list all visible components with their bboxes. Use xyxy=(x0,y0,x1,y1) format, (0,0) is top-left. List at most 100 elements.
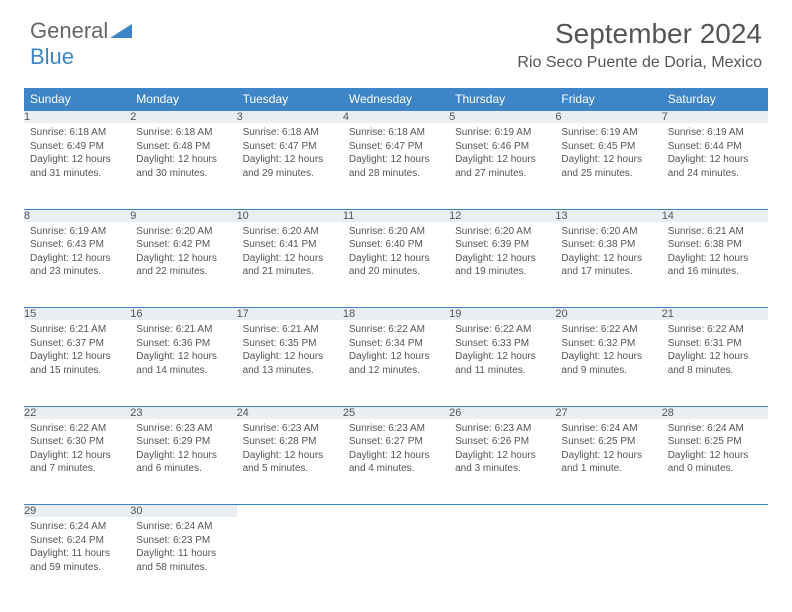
sunset-line: Sunset: 6:47 PM xyxy=(349,140,443,154)
day-number: 30 xyxy=(130,505,236,518)
title-block: September 2024 Rio Seco Puente de Doria,… xyxy=(517,18,762,72)
daynum-row: 22232425262728 xyxy=(24,406,768,419)
day-number: 9 xyxy=(130,209,236,222)
day-number: 29 xyxy=(24,505,130,518)
day-details: Sunrise: 6:24 AMSunset: 6:24 PMDaylight:… xyxy=(24,517,130,580)
sunset-line: Sunset: 6:40 PM xyxy=(349,238,443,252)
empty-cell xyxy=(237,505,343,518)
weekday-header: Thursday xyxy=(449,88,555,111)
sunset-line: Sunset: 6:33 PM xyxy=(455,337,549,351)
sunset-line: Sunset: 6:24 PM xyxy=(30,534,124,548)
sunrise-line: Sunrise: 6:21 AM xyxy=(668,225,762,239)
sunset-line: Sunset: 6:38 PM xyxy=(668,238,762,252)
sunrise-line: Sunrise: 6:20 AM xyxy=(136,225,230,239)
daylight-line: Daylight: 12 hours and 1 minute. xyxy=(561,449,655,476)
daylight-line: Daylight: 12 hours and 12 minutes. xyxy=(349,350,443,377)
day-details: Sunrise: 6:18 AMSunset: 6:48 PMDaylight:… xyxy=(130,123,236,186)
day-cell: Sunrise: 6:23 AMSunset: 6:27 PMDaylight:… xyxy=(343,419,449,505)
day-cell: Sunrise: 6:18 AMSunset: 6:47 PMDaylight:… xyxy=(237,123,343,209)
daylight-line: Daylight: 12 hours and 29 minutes. xyxy=(243,153,337,180)
day-details: Sunrise: 6:20 AMSunset: 6:41 PMDaylight:… xyxy=(237,222,343,285)
sunset-line: Sunset: 6:27 PM xyxy=(349,435,443,449)
page-title: September 2024 xyxy=(517,18,762,50)
sunset-line: Sunset: 6:36 PM xyxy=(136,337,230,351)
day-cell: Sunrise: 6:24 AMSunset: 6:23 PMDaylight:… xyxy=(130,517,236,603)
sunrise-line: Sunrise: 6:24 AM xyxy=(668,422,762,436)
daylight-line: Daylight: 12 hours and 8 minutes. xyxy=(668,350,762,377)
empty-cell xyxy=(449,505,555,518)
location-label: Rio Seco Puente de Doria, Mexico xyxy=(517,54,762,72)
empty-cell xyxy=(237,517,343,603)
sunrise-line: Sunrise: 6:21 AM xyxy=(243,323,337,337)
daynum-row: 2930 xyxy=(24,505,768,518)
day-details: Sunrise: 6:18 AMSunset: 6:47 PMDaylight:… xyxy=(343,123,449,186)
empty-cell xyxy=(662,505,768,518)
day-cell: Sunrise: 6:21 AMSunset: 6:36 PMDaylight:… xyxy=(130,320,236,406)
day-details: Sunrise: 6:19 AMSunset: 6:43 PMDaylight:… xyxy=(24,222,130,285)
day-details: Sunrise: 6:18 AMSunset: 6:47 PMDaylight:… xyxy=(237,123,343,186)
daynum-row: 1234567 xyxy=(24,111,768,124)
day-cell: Sunrise: 6:19 AMSunset: 6:43 PMDaylight:… xyxy=(24,222,130,308)
daylight-line: Daylight: 12 hours and 20 minutes. xyxy=(349,252,443,279)
day-cell: Sunrise: 6:19 AMSunset: 6:44 PMDaylight:… xyxy=(662,123,768,209)
daylight-line: Daylight: 12 hours and 9 minutes. xyxy=(561,350,655,377)
day-cell: Sunrise: 6:20 AMSunset: 6:40 PMDaylight:… xyxy=(343,222,449,308)
day-number: 19 xyxy=(449,308,555,321)
sunset-line: Sunset: 6:38 PM xyxy=(561,238,655,252)
day-cell: Sunrise: 6:20 AMSunset: 6:41 PMDaylight:… xyxy=(237,222,343,308)
sunrise-line: Sunrise: 6:18 AM xyxy=(243,126,337,140)
day-cell: Sunrise: 6:22 AMSunset: 6:33 PMDaylight:… xyxy=(449,320,555,406)
sunset-line: Sunset: 6:34 PM xyxy=(349,337,443,351)
day-number: 25 xyxy=(343,406,449,419)
daylight-line: Daylight: 12 hours and 24 minutes. xyxy=(668,153,762,180)
day-details: Sunrise: 6:22 AMSunset: 6:34 PMDaylight:… xyxy=(343,320,449,383)
day-cell: Sunrise: 6:23 AMSunset: 6:29 PMDaylight:… xyxy=(130,419,236,505)
day-cell: Sunrise: 6:19 AMSunset: 6:46 PMDaylight:… xyxy=(449,123,555,209)
sunset-line: Sunset: 6:31 PM xyxy=(668,337,762,351)
day-cell: Sunrise: 6:20 AMSunset: 6:38 PMDaylight:… xyxy=(555,222,661,308)
sunset-line: Sunset: 6:44 PM xyxy=(668,140,762,154)
day-number: 7 xyxy=(662,111,768,124)
sunset-line: Sunset: 6:49 PM xyxy=(30,140,124,154)
day-details: Sunrise: 6:21 AMSunset: 6:35 PMDaylight:… xyxy=(237,320,343,383)
day-details: Sunrise: 6:23 AMSunset: 6:26 PMDaylight:… xyxy=(449,419,555,482)
sunset-line: Sunset: 6:30 PM xyxy=(30,435,124,449)
weekday-header: Sunday xyxy=(24,88,130,111)
day-details: Sunrise: 6:20 AMSunset: 6:38 PMDaylight:… xyxy=(555,222,661,285)
day-number: 18 xyxy=(343,308,449,321)
day-cell: Sunrise: 6:24 AMSunset: 6:25 PMDaylight:… xyxy=(555,419,661,505)
sunrise-line: Sunrise: 6:22 AM xyxy=(455,323,549,337)
weekday-header: Tuesday xyxy=(237,88,343,111)
day-number: 17 xyxy=(237,308,343,321)
day-details: Sunrise: 6:22 AMSunset: 6:33 PMDaylight:… xyxy=(449,320,555,383)
day-details: Sunrise: 6:24 AMSunset: 6:25 PMDaylight:… xyxy=(662,419,768,482)
day-details: Sunrise: 6:24 AMSunset: 6:23 PMDaylight:… xyxy=(130,517,236,580)
daylight-line: Daylight: 12 hours and 31 minutes. xyxy=(30,153,124,180)
sunset-line: Sunset: 6:25 PM xyxy=(668,435,762,449)
logo: General Blue xyxy=(30,18,132,70)
day-number: 22 xyxy=(24,406,130,419)
sunrise-line: Sunrise: 6:20 AM xyxy=(455,225,549,239)
daylight-line: Daylight: 12 hours and 28 minutes. xyxy=(349,153,443,180)
daylight-line: Daylight: 12 hours and 16 minutes. xyxy=(668,252,762,279)
daylight-line: Daylight: 12 hours and 23 minutes. xyxy=(30,252,124,279)
day-number: 14 xyxy=(662,209,768,222)
daylight-line: Daylight: 11 hours and 59 minutes. xyxy=(30,547,124,574)
sunrise-line: Sunrise: 6:23 AM xyxy=(136,422,230,436)
day-cell: Sunrise: 6:21 AMSunset: 6:38 PMDaylight:… xyxy=(662,222,768,308)
sunrise-line: Sunrise: 6:22 AM xyxy=(561,323,655,337)
daylight-line: Daylight: 12 hours and 27 minutes. xyxy=(455,153,549,180)
sunrise-line: Sunrise: 6:24 AM xyxy=(561,422,655,436)
day-details: Sunrise: 6:19 AMSunset: 6:45 PMDaylight:… xyxy=(555,123,661,186)
sunset-line: Sunset: 6:43 PM xyxy=(30,238,124,252)
day-content-row: Sunrise: 6:22 AMSunset: 6:30 PMDaylight:… xyxy=(24,419,768,505)
sunrise-line: Sunrise: 6:20 AM xyxy=(243,225,337,239)
day-cell: Sunrise: 6:22 AMSunset: 6:32 PMDaylight:… xyxy=(555,320,661,406)
day-number: 27 xyxy=(555,406,661,419)
daylight-line: Daylight: 12 hours and 15 minutes. xyxy=(30,350,124,377)
sunset-line: Sunset: 6:45 PM xyxy=(561,140,655,154)
sunset-line: Sunset: 6:42 PM xyxy=(136,238,230,252)
sunrise-line: Sunrise: 6:18 AM xyxy=(30,126,124,140)
weekday-header: Wednesday xyxy=(343,88,449,111)
sunset-line: Sunset: 6:25 PM xyxy=(561,435,655,449)
